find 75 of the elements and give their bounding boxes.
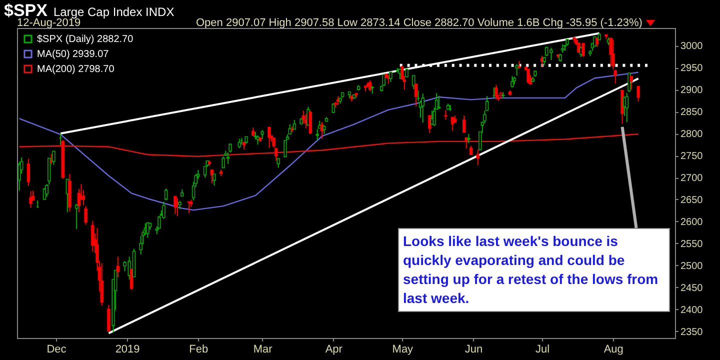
candlestick	[274, 147, 278, 162]
y-tick-label: 2550	[680, 238, 704, 250]
line-series	[18, 134, 639, 157]
y-tick-label: 2600	[680, 216, 704, 228]
candlestick	[467, 133, 470, 144]
x-tick-label: Jul	[535, 344, 550, 356]
candlestick	[272, 137, 276, 148]
y-tick-label: 2750	[680, 151, 704, 162]
candlestick	[116, 256, 120, 278]
x-tick-label: Feb	[189, 344, 208, 356]
candlestick	[308, 110, 312, 134]
candlestick	[284, 140, 287, 158]
candlestick	[91, 220, 94, 252]
y-tick-label: 3000	[680, 41, 704, 52]
candlestick	[288, 124, 292, 134]
x-tick-label: 2019	[115, 344, 140, 356]
candlestick	[26, 158, 30, 186]
candlestick	[421, 93, 424, 124]
candlestick	[630, 75, 634, 90]
candlestick	[612, 38, 615, 70]
legend-label: $SPX (Daily) 2882.70	[37, 34, 134, 45]
candlestick	[212, 173, 216, 186]
candlestick	[625, 92, 628, 123]
candlestick	[444, 110, 448, 120]
candlestick	[260, 130, 264, 140]
x-tick-label: Jun	[464, 344, 483, 356]
y-tick-label: 2700	[680, 173, 704, 184]
chart-subtitle: Large Cap Index INDX	[53, 5, 174, 19]
y-tick-label: 2500	[680, 260, 704, 272]
candlestick	[412, 74, 416, 90]
annotation: Looks like last week's bounce is quickly evaporating and could be setting up for a retest of the lows from last week.	[398, 228, 670, 312]
x-tick-label: Apr	[325, 344, 343, 356]
candlestick	[476, 148, 480, 166]
candlestick	[389, 71, 392, 83]
candlestick	[515, 64, 518, 76]
candlestick	[84, 206, 88, 226]
x-tick-label: Mar	[253, 344, 273, 356]
y-tick-label: 2950	[680, 63, 704, 74]
candlestick	[292, 119, 296, 130]
candlestick	[628, 72, 631, 93]
y-tick-label: 2350	[680, 326, 704, 338]
candlestick	[437, 95, 440, 110]
text: Open 2907.07 High 2907.58 Low 2873.14 Close 2882.70 Volume 1.6B Chg -35.95 (-1.23%)	[196, 17, 642, 29]
candlestick	[483, 110, 486, 124]
candlestick	[462, 115, 466, 134]
text: 12-Aug-2019	[17, 17, 81, 29]
x-tick-label: Aug	[604, 344, 624, 356]
y-tick-label: 2800	[680, 129, 704, 140]
y-tick-label: 2400	[680, 304, 704, 316]
candlestick	[620, 90, 624, 124]
candlestick	[526, 68, 530, 84]
y-tick-label: 2900	[680, 85, 704, 96]
y-tick-label: 2850	[680, 107, 704, 118]
candlestick	[210, 168, 214, 184]
y-tick-label: 2450	[680, 282, 704, 294]
candlestick	[29, 190, 32, 208]
candlestick	[636, 86, 640, 102]
x-tick-label: May	[392, 344, 414, 356]
candlestick	[316, 128, 319, 141]
candlestick	[107, 304, 110, 332]
candlestick	[164, 188, 168, 201]
candlestick	[238, 138, 241, 149]
y-tick-label: 2650	[680, 194, 704, 206]
legend-label: MA(200) 2798.70	[37, 64, 115, 75]
candlestick	[485, 96, 489, 112]
candlestick	[256, 134, 260, 146]
candlestick	[614, 69, 617, 84]
legend-label: MA(50) 2939.07	[37, 49, 110, 60]
candlestick	[45, 184, 48, 198]
candlestick	[332, 102, 335, 113]
candlestick	[276, 158, 280, 168]
candlestick	[100, 262, 104, 306]
x-tick-label: Dec	[46, 344, 67, 356]
candlestick	[174, 196, 177, 214]
candlestick	[428, 115, 432, 134]
